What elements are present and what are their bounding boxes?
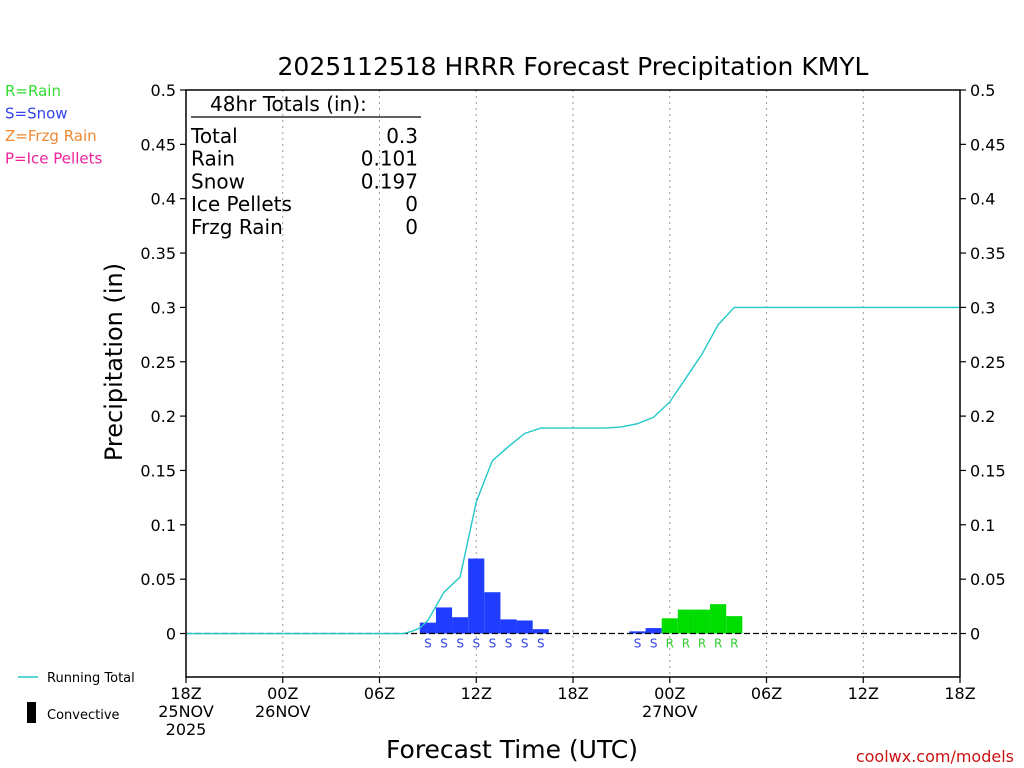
precip-bar-32 [693, 609, 711, 634]
type-legend-item: S=Snow [5, 105, 68, 123]
y-tick-label-left: 0.15 [140, 461, 176, 480]
precip-bar-30 [661, 618, 678, 634]
precip-bar-34 [726, 616, 743, 634]
totals-label: Ice Pellets [191, 192, 292, 216]
x-tick-label: 18Z [944, 684, 975, 703]
type-legend: R=Rain S=Snow Z=Frzg Rain P=Ice Pellets [5, 82, 102, 168]
type-label-19: S [489, 637, 497, 651]
precip-bar-15 [419, 622, 436, 634]
type-legend-item: P=Ice Pellets [5, 150, 102, 168]
y-tick-label-left: 0.1 [151, 516, 176, 535]
y-tick-label-left: 0.05 [140, 570, 176, 589]
x-tick-label: 00Z [267, 684, 298, 703]
precip-bar-28 [629, 631, 646, 634]
y-tick-label-left: 0.3 [151, 298, 176, 317]
type-label-18: S [472, 637, 480, 651]
type-label-34: R [730, 637, 738, 651]
convective-swatch [27, 702, 36, 723]
x-tick-label: 18Z [170, 684, 201, 703]
totals-label: Rain [191, 147, 235, 171]
totals-value: 0 [405, 192, 418, 216]
precip-bar-17 [452, 617, 469, 634]
totals-label: Snow [191, 169, 245, 193]
x-tick-label: 25NOV [158, 702, 214, 721]
precip-bar-33 [710, 604, 727, 634]
totals-value: 0 [405, 215, 418, 239]
totals-value: 0.3 [386, 124, 418, 148]
y-tick-label-right: 0.25 [970, 353, 1006, 372]
type-label-28: S [634, 637, 642, 651]
y-tick-label-right: 0.45 [970, 135, 1006, 154]
totals-value: 0.197 [361, 169, 418, 193]
precip-bar-22 [532, 629, 549, 634]
type-label-30: R [666, 637, 674, 651]
type-label-21: S [521, 637, 529, 651]
y-tick-label-right: 0 [970, 625, 980, 644]
y-tick-label-left: 0.5 [151, 81, 176, 100]
totals-label: Total [190, 124, 238, 148]
type-label-33: R [714, 637, 722, 651]
precip-bar-29 [645, 628, 662, 634]
y-tick-label-right: 0.15 [970, 461, 1006, 480]
y-tick-label-right: 0.4 [970, 190, 995, 209]
x-tick-label: 06Z [364, 684, 395, 703]
totals-box: 48hr Totals (in): Total 0.3 Rain 0.101 Snow 0… [190, 92, 421, 239]
y-tick-label-right: 0.2 [970, 407, 995, 426]
precip-bar-20 [500, 619, 517, 634]
x-tick-label: 2025 [166, 720, 207, 739]
credit-text: coolwx.com/models [856, 747, 1014, 766]
precip-bars [419, 558, 743, 634]
line-legend: Running Total Convective [18, 671, 135, 723]
y-tick-label-left: 0.25 [140, 353, 176, 372]
type-legend-item: R=Rain [5, 82, 61, 100]
x-tick-label: 12Z [848, 684, 879, 703]
precip-bar-31 [677, 609, 694, 634]
y-axis-label: Precipitation (in) [100, 263, 128, 461]
precip-bar-18 [468, 558, 485, 634]
x-tick-label: 12Z [461, 684, 492, 703]
y-tick-label-left: 0 [166, 625, 176, 644]
totals-value: 0.101 [361, 147, 418, 171]
gridlines [282, 90, 864, 677]
running-total-line [186, 306, 960, 635]
x-tick-label: 00Z [654, 684, 685, 703]
y-tick-label-right: 0.1 [970, 516, 995, 535]
type-label-32: R [698, 637, 706, 651]
convective-legend-label: Convective [47, 708, 120, 723]
precip-bar-21 [516, 620, 533, 634]
y-tick-label-right: 0.05 [970, 570, 1006, 589]
y-tick-label-left: 0.4 [151, 190, 176, 209]
y-tick-label-left: 0.35 [140, 244, 176, 263]
y-axis-ticks: 0 00.05 0.050.1 0.10.15 0.150.2 0.20.25 0.250.… [140, 81, 1005, 644]
x-tick-label: 18Z [557, 684, 588, 703]
y-tick-label-left: 0.45 [140, 135, 176, 154]
y-tick-label-right: 0.35 [970, 244, 1006, 263]
y-tick-label-right: 0.3 [970, 298, 995, 317]
x-tick-label: 26NOV [255, 702, 311, 721]
precip-bar-19 [484, 592, 501, 634]
type-label-22: S [537, 637, 545, 651]
x-tick-label: 06Z [751, 684, 782, 703]
type-label-29: S [650, 637, 658, 651]
y-tick-label-right: 0.5 [970, 81, 995, 100]
totals-label: Frzg Rain [191, 215, 283, 239]
type-legend-item: Z=Frzg Rain [5, 127, 97, 145]
totals-header: 48hr Totals (in): [210, 92, 367, 116]
type-label-17: S [456, 637, 464, 651]
type-label-15: S [424, 637, 432, 651]
y-tick-label-left: 0.2 [151, 407, 176, 426]
chart-title: 2025112518 HRRR Forecast Precipitation K… [278, 52, 869, 81]
x-axis-label: Forecast Time (UTC) [386, 735, 638, 764]
precip-bar-16 [435, 607, 453, 634]
x-tick-label: 27NOV [642, 702, 698, 721]
running-total-legend-label: Running Total [47, 671, 135, 686]
type-label-31: R [682, 637, 690, 651]
type-label-20: S [505, 637, 513, 651]
type-label-16: S [440, 637, 448, 651]
